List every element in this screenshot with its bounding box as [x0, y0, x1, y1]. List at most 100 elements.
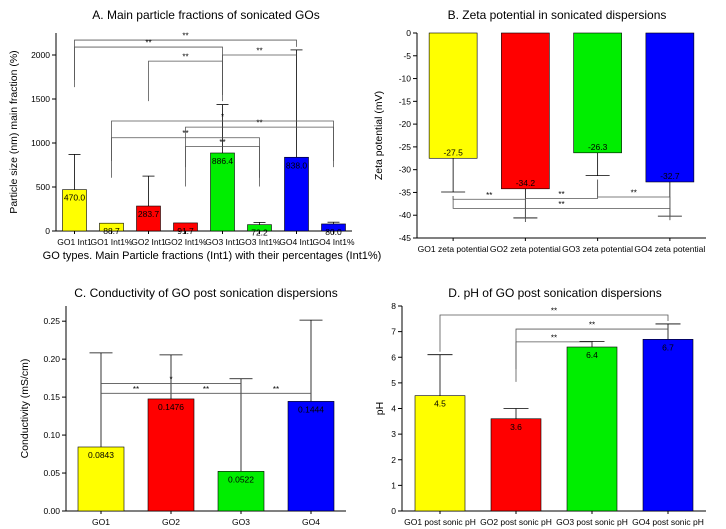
y-tick-label: -5 [403, 51, 411, 61]
value-label: 0.1476 [158, 402, 184, 412]
value-label: 6.7 [662, 342, 674, 352]
y-axis-label: Conductivity (mS/cm) [19, 359, 31, 459]
y-tick-label: 0.05 [43, 468, 60, 478]
y-tick-label: 0.10 [43, 430, 60, 440]
value-label: 838.0 [286, 160, 308, 170]
y-tick-label: 6 [391, 352, 396, 362]
x-axis-label: GO types. Main Particle fractions (Int1)… [43, 250, 382, 262]
y-tick-label: -20 [399, 119, 412, 129]
bar [573, 32, 622, 154]
significance-bracket [185, 146, 260, 187]
y-tick-label: 0.25 [43, 316, 60, 326]
x-tick-label: GO2 post sonic pH [480, 517, 552, 527]
x-tick-label: GO3 post sonic pH [556, 517, 628, 527]
value-label: -32.7 [660, 171, 680, 181]
value-label: -27.5 [443, 147, 463, 157]
value-label: 0.0843 [88, 450, 114, 460]
y-tick-label: 3 [391, 429, 396, 439]
bar [284, 156, 309, 232]
x-tick-label: GO4 post sonic pH [632, 517, 704, 527]
x-tick-label: GO1 Int1 [57, 237, 92, 247]
y-tick-label: -25 [399, 142, 412, 152]
significance-label: ** [551, 333, 557, 342]
value-label: 4.5 [434, 399, 446, 409]
significance-bracket [222, 54, 297, 95]
y-tick-label: 1 [391, 480, 396, 490]
x-tick-label: GO2 [162, 517, 180, 527]
significance-label: ** [145, 39, 151, 48]
significance-label: ** [256, 119, 262, 128]
significance-label: ** [133, 385, 139, 394]
y-tick-label: 8 [391, 301, 396, 311]
significance-bracket [148, 60, 223, 102]
significance-bracket [515, 341, 592, 382]
bar [287, 401, 335, 512]
significance-label: ** [558, 200, 564, 209]
bar [147, 398, 195, 512]
chart-title: C. Conductivity of GO post sonication di… [74, 286, 337, 300]
value-label: 3.6 [510, 422, 522, 432]
bar [642, 339, 694, 512]
value-label: 886.4 [212, 156, 234, 166]
significance-label: ** [486, 191, 492, 200]
value-label: 283.7 [138, 209, 160, 219]
value-label: 470.0 [64, 193, 86, 203]
y-tick-label: -30 [399, 165, 412, 175]
significance-label: * [221, 113, 224, 122]
bar [566, 346, 618, 512]
bar [501, 32, 550, 190]
bar [428, 32, 478, 159]
y-axis-label: Particle size (nm) main fraction (%) [8, 50, 20, 213]
significance-label: ** [182, 53, 188, 62]
y-tick-label: -40 [399, 210, 412, 220]
significance-label: ** [558, 190, 564, 199]
x-tick-label: GO3 [232, 517, 250, 527]
significance-label: ** [203, 385, 209, 394]
bar [210, 152, 235, 232]
y-tick-label: 2000 [31, 50, 50, 60]
value-label: 0.0522 [228, 474, 254, 484]
value-label: -34.2 [516, 178, 536, 188]
x-tick-label: GO2 Int1 [131, 237, 166, 247]
x-tick-label: GO2 zeta potential [490, 244, 561, 254]
significance-bracket [452, 195, 671, 221]
y-tick-label: 0.00 [43, 506, 60, 516]
value-label: 6.4 [586, 350, 598, 360]
significance-label: * [169, 375, 172, 384]
chart-title: A. Main particle fractions of sonicated … [92, 8, 319, 22]
significance-label: ** [631, 189, 637, 198]
x-tick-label: GO1 [92, 517, 110, 527]
panel-a: A. Main particle fractions of sonicated … [8, 8, 381, 262]
x-tick-label: GO3 zeta potential [562, 244, 633, 254]
value-label: 91.7 [177, 226, 194, 236]
significance-label: ** [256, 47, 262, 56]
bar [414, 395, 466, 512]
y-tick-label: 7 [391, 327, 396, 337]
y-axis-label: Zeta potential (mV) [373, 91, 385, 180]
x-tick-label: GO2 Int1% [164, 237, 206, 247]
significance-label: ** [551, 306, 557, 315]
y-tick-label: 0 [391, 506, 396, 516]
chart-title: D. pH of GO post sonication dispersions [448, 286, 661, 300]
y-tick-label: -45 [399, 233, 412, 243]
y-axis-label: pH [374, 402, 386, 415]
x-tick-label: GO1 zeta potential [418, 244, 489, 254]
y-tick-label: 0 [406, 28, 411, 38]
x-tick-label: GO3 Int1% [238, 237, 280, 247]
panel-b: B. Zeta potential in sonicated dispersio… [373, 8, 706, 254]
x-tick-label: GO1 Int1% [90, 237, 132, 247]
significance-label: ** [273, 385, 279, 394]
x-tick-label: GO1 post sonic pH [404, 517, 476, 527]
significance-label: ** [219, 138, 225, 147]
y-tick-label: 1000 [31, 138, 50, 148]
panel-c: C. Conductivity of GO post sonication di… [19, 286, 346, 527]
significance-label: ** [589, 321, 595, 330]
y-tick-label: 1500 [31, 94, 50, 104]
bar [77, 446, 125, 512]
y-tick-label: -35 [399, 187, 412, 197]
y-tick-label: 0 [45, 226, 50, 236]
y-tick-label: 2 [391, 455, 396, 465]
y-tick-label: -10 [399, 74, 412, 84]
x-tick-label: GO4 zeta potential [634, 244, 705, 254]
